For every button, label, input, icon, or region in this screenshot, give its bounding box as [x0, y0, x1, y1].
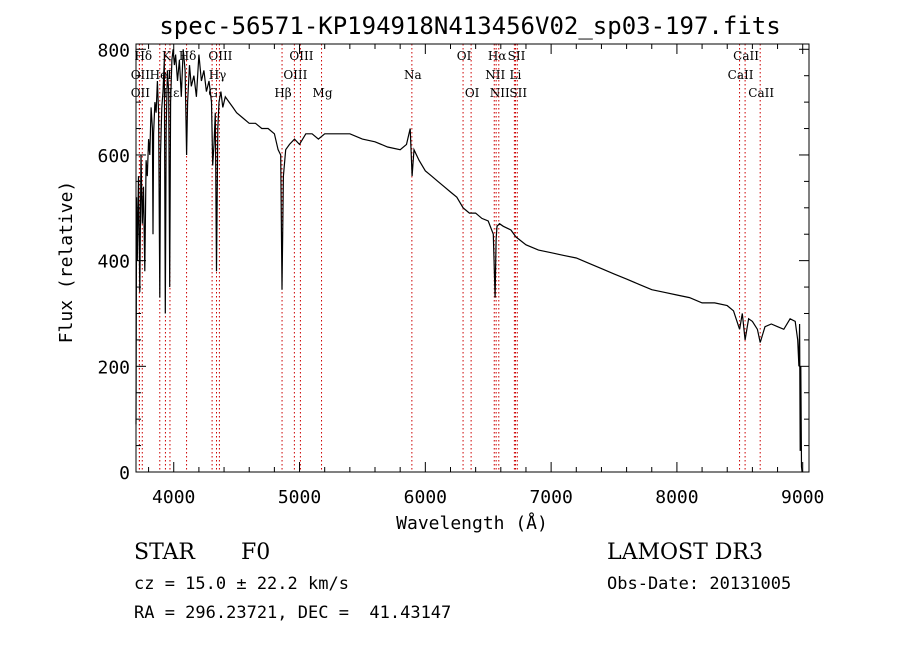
line-label-4: HeI — [150, 68, 173, 82]
line-label-3: K — [162, 49, 172, 63]
plot-frame — [135, 43, 810, 473]
line-label-9: G — [208, 86, 218, 100]
object-type: STAR — [134, 540, 195, 565]
line-label-23: CaII — [733, 49, 759, 63]
line-label-16: OI — [465, 86, 480, 100]
emission-line-markers — [138, 44, 761, 472]
line-label-2: OII — [131, 86, 151, 100]
y-tick-label-0: 0 — [119, 463, 130, 484]
line-label-11: OIII — [283, 68, 307, 82]
y-axis-label: Flux (relative) — [56, 181, 77, 344]
line-label-18: SII — [508, 49, 526, 63]
x-tick-label-0: 4000 — [152, 487, 195, 508]
x-tick-label-5: 9000 — [781, 487, 824, 508]
redshift-value: cz = 15.0 ± 22.2 km/s — [134, 574, 349, 594]
line-label-22: SII — [509, 86, 527, 100]
line-label-14: Na — [404, 68, 422, 82]
coordinates: RA = 296.23721, DEC = 41.43147 — [134, 603, 452, 623]
survey-name: LAMOST DR3 — [607, 540, 763, 565]
line-label-13: Mg — [313, 86, 333, 100]
x-axis-ticks: 4000 5000 6000 7000 8000 9000 — [148, 44, 824, 508]
line-label-15: OI — [457, 49, 472, 63]
line-label-1: OII — [131, 68, 151, 82]
y-axis-ticks: 0 200 400 600 800 — [97, 40, 809, 484]
line-label-6: Hδ — [179, 49, 197, 63]
line-label-24: CaII — [728, 68, 754, 82]
line-label-10: OIII — [289, 49, 313, 63]
line-label-20: Li — [509, 68, 521, 82]
spectrum-line — [135, 49, 803, 473]
y-tick-label-2: 400 — [97, 252, 130, 273]
line-label-19: NII — [485, 68, 505, 82]
chart-title: spec-56571-KP194918N413456V02_sp03-197.f… — [159, 12, 780, 40]
line-label-21: NII — [490, 86, 510, 100]
x-tick-label-3: 7000 — [529, 487, 572, 508]
line-label-12: Hβ — [274, 86, 291, 100]
x-tick-label-1: 5000 — [278, 487, 321, 508]
y-tick-label-3: 600 — [97, 146, 130, 167]
line-label-0: Hδ — [134, 49, 152, 63]
x-tick-label-2: 6000 — [404, 487, 447, 508]
y-tick-label-1: 200 — [97, 357, 130, 378]
line-label-7: OIII — [208, 49, 232, 63]
y-tick-label-4: 800 — [97, 40, 130, 61]
spectral-subclass: F0 — [241, 540, 271, 565]
x-axis-label: Wavelength (Å) — [396, 512, 548, 534]
x-tick-label-4: 8000 — [655, 487, 698, 508]
line-label-17: Hα — [488, 49, 507, 63]
line-label-25: CaII — [748, 86, 774, 100]
line-label-8: Hγ — [209, 68, 227, 82]
obs-date: Obs-Date: 20131005 — [607, 574, 792, 594]
